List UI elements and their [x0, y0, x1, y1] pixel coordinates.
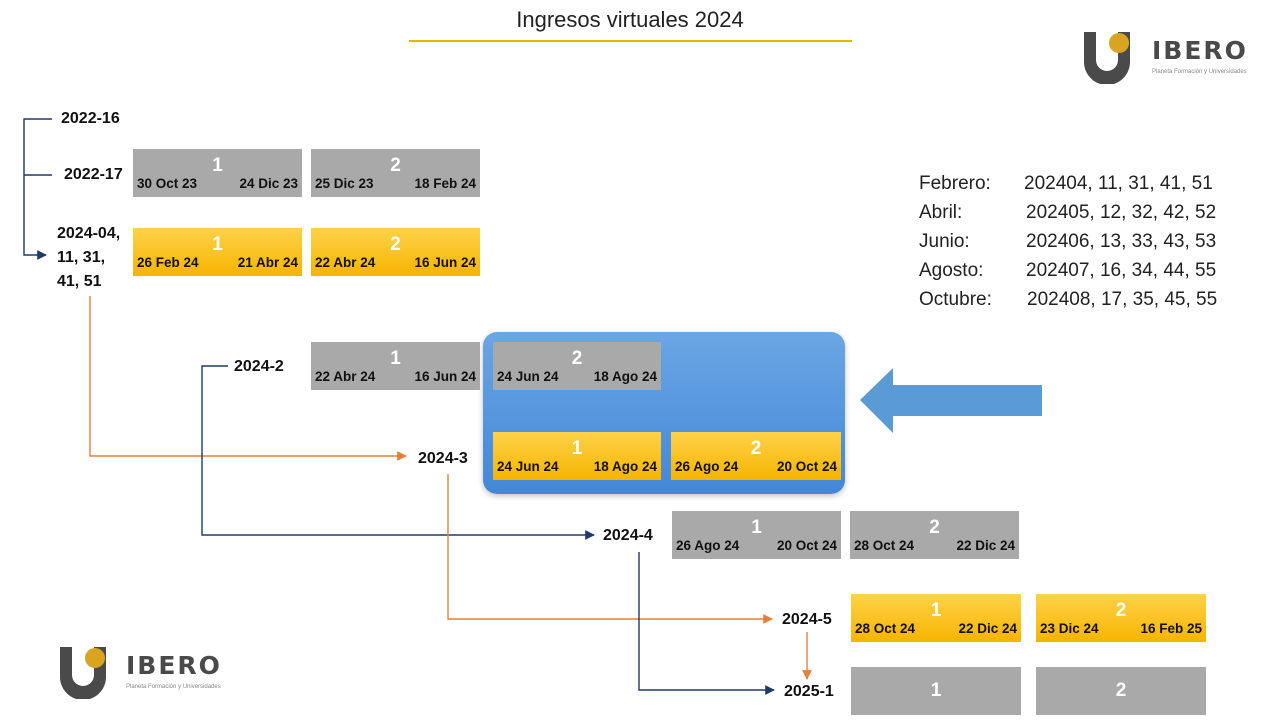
period-box-2024-5-2: 23 Dic 24 2 16 Feb 25: [1036, 594, 1206, 642]
period-box-2025-1-2: 2: [1036, 667, 1206, 715]
brand-tagline: Planeta Formación y Universidades: [1152, 69, 1247, 75]
period-end: 22 Dic 24: [956, 538, 1015, 553]
period-start: 25 Dic 23: [315, 176, 374, 191]
period-end: 16 Feb 25: [1140, 621, 1202, 636]
page-title: Ingresos virtuales 2024: [516, 7, 744, 32]
period-number: 1: [212, 155, 223, 176]
period-box-2024-2-2: 24 Jun 24 2 18 Ago 24: [493, 342, 661, 390]
brand-wordmark: IBERO: [1152, 36, 1248, 65]
period-number: 2: [750, 438, 762, 459]
connector-2024-3-to-2024-5: [447, 474, 773, 624]
period-number: 1: [212, 234, 223, 255]
period-number: 2: [929, 517, 940, 538]
period-end: 22 Dic 24: [958, 621, 1017, 636]
group-label-2022-17: 2022-17: [64, 166, 123, 183]
period-start: 28 Oct 24: [854, 538, 915, 553]
period-number: 1: [571, 438, 583, 459]
period-number: 2: [1115, 600, 1127, 621]
ibero-logo-icon: [60, 647, 106, 699]
period-number: 1: [751, 517, 762, 538]
period-start: 30 Oct 23: [137, 176, 198, 191]
group-label-2024-3: 2024-3: [418, 450, 468, 467]
period-box-2024-04-1: 26 Feb 24 1 21 Abr 24: [133, 228, 302, 276]
period-end: 20 Oct 24: [776, 538, 837, 553]
period-box-2024-04-2: 22 Abr 24 2 16 Jun 24: [311, 228, 480, 276]
period-number: 1: [930, 600, 942, 621]
legend-codes: 202405, 12, 32, 42, 52: [1026, 202, 1217, 223]
period-start: 24 Jun 24: [497, 459, 559, 474]
legend-month: Febrero:: [919, 173, 991, 194]
period-box-2024-5-1: 28 Oct 24 1 22 Dic 24: [851, 594, 1021, 642]
brand-logo-bottom: IBERO Planeta Formación y Universidades: [58, 645, 238, 701]
period-start: 22 Abr 24: [315, 369, 376, 384]
connector-2024-4-to-2025-1: [638, 552, 775, 695]
legend-month: Octubre:: [919, 289, 992, 310]
period-start: 26 Ago 24: [676, 538, 740, 553]
ibero-logo-icon: [1084, 32, 1130, 84]
legend-codes: 202408, 17, 35, 45, 55: [1027, 289, 1218, 310]
period-number: 1: [390, 348, 401, 369]
legend-month: Abril:: [919, 202, 963, 223]
period-start: 28 Oct 24: [855, 621, 916, 636]
group-label-2024-04: 2024-04, 11, 31, 41, 51: [57, 225, 121, 290]
legend-month: Junio:: [919, 231, 970, 252]
period-number: 2: [390, 234, 401, 255]
period-box-2024-3-2: 26 Ago 24 2 20 Oct 24: [671, 432, 841, 480]
period-end: 21 Abr 24: [237, 255, 298, 270]
connector-2022-to-2024-04: [23, 118, 52, 260]
group-label-2024-4: 2024-4: [603, 527, 653, 544]
period-box-2022-17-2: 25 Dic 23 2 18 Feb 24: [311, 149, 480, 197]
period-number: 2: [571, 348, 583, 369]
group-label-2022-16: 2022-16: [61, 110, 120, 127]
legend-month: Agosto:: [919, 260, 984, 281]
period-number: 2: [390, 155, 401, 176]
period-end: 18 Ago 24: [593, 369, 657, 384]
connector-2024-2-to-2024-4: [201, 365, 595, 540]
group-label-2024-2: 2024-2: [234, 358, 284, 375]
legend-codes: 202407, 16, 34, 44, 55: [1026, 260, 1217, 281]
group-label-2025-1: 2025-1: [784, 683, 834, 700]
period-box-2025-1-1: 1: [851, 667, 1021, 715]
period-box-2022-17-1: 30 Oct 23 1 24 Dic 23: [133, 149, 302, 197]
period-number: 1: [930, 680, 942, 701]
period-end: 18 Ago 24: [593, 459, 657, 474]
period-box-2024-4-1: 26 Ago 24 1 20 Oct 24: [672, 511, 841, 559]
legend-codes: 202406, 13, 33, 43, 53: [1026, 231, 1217, 252]
period-box-2024-3-1: 24 Jun 24 1 18 Ago 24: [493, 432, 661, 480]
period-end: 18 Feb 24: [414, 176, 476, 191]
period-start: 26 Feb 24: [137, 255, 199, 270]
connector-2024-04-to-2024-3: [89, 296, 407, 461]
period-number: 2: [1115, 680, 1127, 701]
period-end: 16 Jun 24: [414, 369, 476, 384]
brand-wordmark: IBERO: [126, 651, 222, 680]
period-end: 24 Dic 23: [239, 176, 298, 191]
group-label-2024-5: 2024-5: [782, 611, 832, 628]
title-underline: [409, 40, 852, 42]
period-start: 23 Dic 24: [1040, 621, 1099, 636]
period-end: 20 Oct 24: [776, 459, 837, 474]
period-box-2024-4-2: 28 Oct 24 2 22 Dic 24: [850, 511, 1019, 559]
pointer-arrow-icon: [860, 368, 1042, 433]
period-start: 26 Ago 24: [675, 459, 739, 474]
legend-codes: 202404, 11, 31, 41, 51: [1024, 173, 1213, 194]
brand-logo-top: IBERO Planeta Formación y Universidades: [1082, 30, 1262, 86]
period-start: 24 Jun 24: [497, 369, 559, 384]
period-start: 22 Abr 24: [315, 255, 376, 270]
brand-tagline: Planeta Formación y Universidades: [126, 684, 221, 690]
period-box-2024-2-1: 22 Abr 24 1 16 Jun 24: [311, 342, 480, 390]
period-end: 16 Jun 24: [414, 255, 476, 270]
